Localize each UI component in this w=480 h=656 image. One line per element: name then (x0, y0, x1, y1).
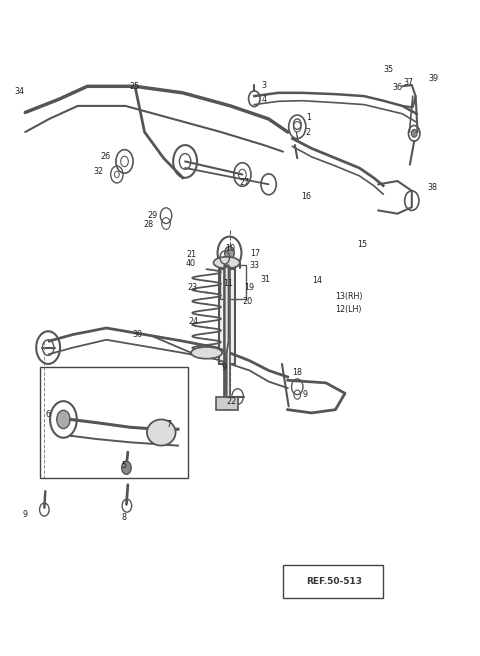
Text: 2: 2 (306, 127, 311, 136)
Text: 9: 9 (222, 363, 227, 372)
Text: 23: 23 (187, 283, 197, 292)
Text: 31: 31 (260, 274, 270, 283)
Text: 1: 1 (306, 113, 311, 122)
Bar (216, 397, 238, 409)
Text: 7: 7 (166, 420, 171, 429)
Text: 6: 6 (45, 410, 50, 419)
Text: 9: 9 (303, 390, 308, 399)
Ellipse shape (147, 419, 176, 445)
Text: 35: 35 (383, 66, 393, 75)
Text: 27: 27 (239, 178, 249, 188)
Text: 37: 37 (403, 78, 413, 87)
Text: 29: 29 (148, 211, 158, 220)
Circle shape (121, 461, 131, 474)
Text: 26: 26 (100, 152, 110, 161)
Text: 39: 39 (429, 74, 439, 83)
Circle shape (225, 247, 234, 259)
Bar (220, 264, 246, 298)
Text: 18: 18 (292, 368, 302, 377)
Text: 4: 4 (262, 95, 266, 104)
Bar (39, 367, 188, 478)
Text: 14: 14 (312, 276, 323, 285)
Text: 10: 10 (225, 244, 235, 253)
Text: 8: 8 (121, 513, 126, 522)
Text: 17: 17 (251, 249, 261, 258)
Text: 11: 11 (223, 279, 233, 288)
Bar (218, 269, 235, 364)
Text: 30: 30 (132, 330, 142, 339)
Text: 22: 22 (226, 397, 236, 405)
FancyBboxPatch shape (283, 565, 383, 598)
Text: 15: 15 (357, 240, 367, 249)
Text: 13(RH): 13(RH) (336, 292, 363, 301)
Text: REF.50-513: REF.50-513 (306, 577, 362, 586)
Text: 28: 28 (143, 220, 153, 230)
Text: 38: 38 (427, 183, 437, 192)
Text: 40: 40 (186, 260, 196, 268)
Text: 25: 25 (129, 82, 140, 91)
Text: 16: 16 (301, 192, 311, 201)
Text: 34: 34 (14, 87, 24, 96)
Text: 3: 3 (262, 81, 266, 89)
Text: 33: 33 (250, 262, 260, 270)
Text: 20: 20 (242, 297, 252, 306)
Text: 32: 32 (94, 167, 104, 176)
Text: 9: 9 (23, 510, 28, 519)
Bar (224, 267, 230, 407)
Ellipse shape (191, 347, 222, 359)
Text: 36: 36 (393, 83, 403, 92)
Text: 21: 21 (186, 251, 196, 259)
Text: 5: 5 (121, 461, 126, 470)
Text: 19: 19 (244, 283, 254, 292)
Text: 12(LH): 12(LH) (336, 305, 362, 314)
Circle shape (411, 129, 417, 137)
Ellipse shape (214, 256, 240, 268)
Circle shape (57, 410, 70, 428)
Text: 24: 24 (188, 317, 198, 326)
